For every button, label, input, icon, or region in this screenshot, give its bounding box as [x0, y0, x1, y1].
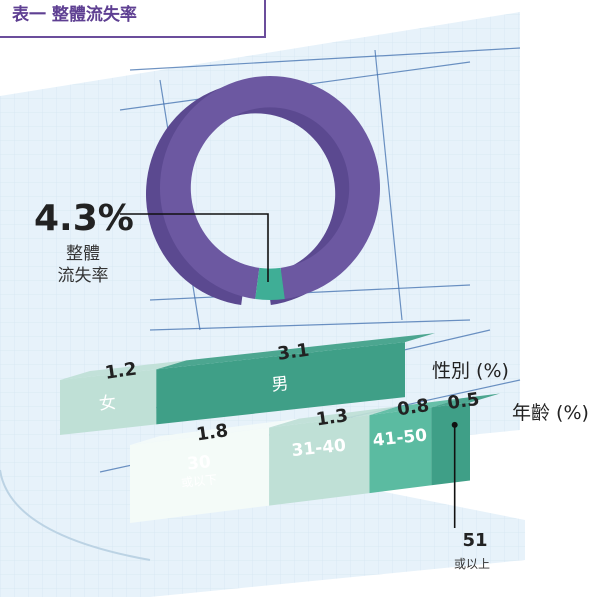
age-category-sublabel-1: 或以下	[180, 472, 217, 490]
donut-chart	[120, 76, 381, 305]
gender-value-label-1: 1.2	[104, 359, 139, 384]
gender-bar-top-1	[60, 360, 187, 380]
gender-category-label-1: 女	[98, 393, 117, 415]
figure-title: 表一 整體流失率	[0, 0, 266, 38]
gender-bar-top-2	[156, 333, 436, 370]
age-bar-1	[130, 427, 270, 523]
age-value-label-1: 1.8	[195, 420, 230, 445]
age-bar-top-4	[431, 393, 500, 408]
gender-value-label-2: 3.1	[276, 340, 311, 365]
age-bar-top-3	[369, 398, 462, 416]
gender-category-label-2: 男	[271, 374, 290, 396]
age-bar-2	[269, 415, 370, 506]
age-value-label-2: 1.3	[315, 405, 350, 430]
gender-bar-1	[60, 369, 157, 435]
overall-rate-label: 整體 流失率	[52, 243, 114, 287]
gender-axis-label: 性別 (%)	[432, 360, 509, 382]
gender-bar-2	[156, 342, 405, 425]
overall-rate-label-line2: 流失率	[57, 266, 109, 286]
age-51-category-sublabel: 或以上	[453, 557, 490, 571]
age-bar-top-1	[130, 418, 300, 445]
overall-rate-value: 4.3%	[34, 198, 134, 239]
guide-line	[129, 47, 521, 71]
donut-slice-overall-rate	[255, 267, 285, 300]
overall-rate-label-line1: 整體	[66, 244, 100, 264]
age-axis-label: 年齡 (%)	[512, 402, 589, 424]
panel-curve	[0, 469, 151, 561]
guide-line	[149, 319, 471, 331]
age-value-label-3: 0.8	[396, 395, 431, 420]
age-bar-3	[369, 407, 432, 494]
overall-rate-leader-line	[120, 213, 269, 282]
age-value-label-4: 0.5	[446, 389, 481, 414]
age-bar-top-2	[269, 406, 400, 428]
guide-line	[374, 49, 403, 321]
age-bar-4	[431, 402, 470, 486]
guide-line	[149, 284, 471, 301]
age-category-label-1: 30	[186, 452, 212, 474]
age-51-category-label: 51	[462, 530, 488, 551]
